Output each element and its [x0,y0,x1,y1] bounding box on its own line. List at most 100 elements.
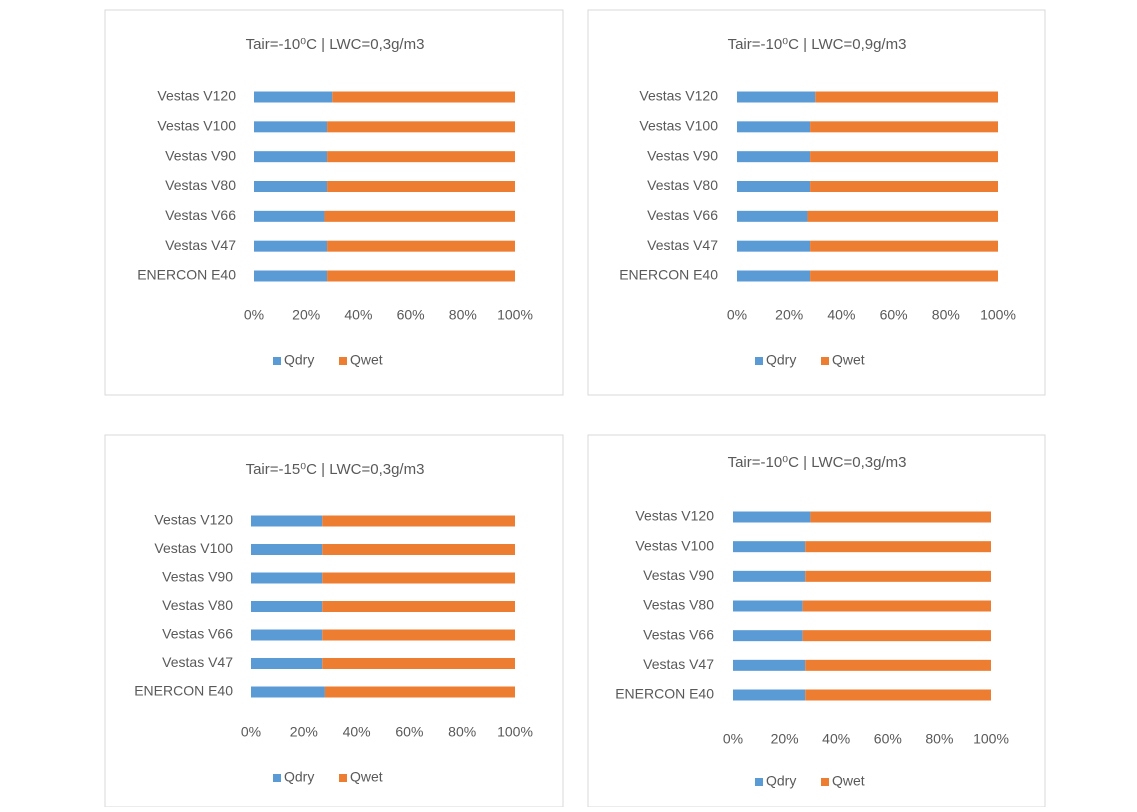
y-tick-label: Vestas V100 [157,118,236,134]
bar-segment [737,91,816,103]
y-tick-label: Vestas V80 [643,597,714,613]
x-tick-label: 20% [292,307,320,323]
y-tick-label: Vestas V47 [643,656,714,672]
y-tick-label: Vestas V80 [162,597,233,613]
bar-segment [733,600,803,612]
bar-segment [805,570,991,582]
y-tick-label: Vestas V90 [165,147,236,163]
bar-segment [251,658,323,669]
x-tick-label: 100% [497,307,533,323]
bar-segment [810,151,998,163]
x-tick-label: 40% [343,724,371,740]
x-tick-label: 80% [449,307,477,323]
bar-segment [815,91,998,103]
bar-segment [737,181,811,192]
y-tick-label: ENERCON E40 [134,683,233,699]
chart-title: Tair=-10⁰C | LWC=0,9g/m3 [728,36,907,53]
bar-segment [322,515,515,527]
x-tick-label: 80% [925,731,953,747]
y-tick-label: Vestas V120 [157,88,236,104]
bar-segment [810,270,998,282]
y-tick-label: ENERCON E40 [137,267,236,283]
legend-swatch [755,357,763,365]
legend-label: Qwet [832,773,865,789]
bar-segment [251,515,323,527]
panel [104,434,564,808]
bar-segment [322,601,515,612]
bar-segment [810,511,991,523]
x-tick-label: 40% [344,307,372,323]
x-tick-label: 0% [723,731,743,747]
legend-label: Qdry [284,352,314,368]
y-tick-label: Vestas V80 [165,177,236,193]
x-tick-label: 0% [727,307,747,323]
bar-segment [254,181,328,192]
bar-segment [322,544,515,555]
bar-segment [802,600,991,612]
x-tick-label: 0% [244,307,264,323]
bar-segment [254,121,328,133]
y-tick-label: Vestas V90 [647,147,718,163]
legend-label: Qwet [350,769,383,785]
bar-segment [322,572,515,584]
legend-swatch [273,357,281,365]
bar-segment [733,630,803,642]
panel [104,9,564,396]
x-tick-label: 60% [874,731,902,747]
legend-swatch [273,774,281,782]
y-tick-label: Vestas V66 [165,207,236,223]
bar-segment [251,629,323,641]
panel [587,9,1046,396]
bar-segment [251,544,323,555]
y-tick-label: Vestas V66 [162,626,233,642]
x-tick-label: 100% [980,307,1016,323]
x-tick-label: 0% [241,724,261,740]
bar-segment [251,686,325,698]
legend-swatch [339,357,347,365]
bar-segment [254,210,325,222]
y-tick-label: Vestas V66 [647,207,718,223]
chart-title: Tair=-10⁰C | LWC=0,3g/m3 [728,454,907,471]
bar-segment [737,121,811,133]
y-tick-label: Vestas V100 [639,118,718,134]
y-tick-label: Vestas V90 [643,567,714,583]
y-tick-label: Vestas V80 [647,177,718,193]
chart-title: Tair=-10⁰C | LWC=0,3g/m3 [246,36,425,53]
y-tick-label: Vestas V47 [165,237,236,253]
y-tick-label: Vestas V120 [154,512,233,528]
bar-segment [254,270,328,282]
bar-segment [810,121,998,133]
legend-label: Qdry [766,773,796,789]
y-tick-label: Vestas V120 [635,508,714,524]
legend-swatch [821,357,829,365]
y-tick-label: Vestas V47 [162,654,233,670]
bar-segment [324,210,515,222]
x-tick-label: 80% [448,724,476,740]
bar-segment [733,689,806,701]
bar-segment [254,240,328,252]
y-tick-label: Vestas V90 [162,569,233,585]
legend-label: Qwet [350,352,383,368]
bar-segment [810,181,998,192]
bar-segment [733,541,806,553]
bar-segment [805,659,991,671]
bar-segment [324,686,515,698]
bar-segment [737,270,811,282]
x-tick-label: 60% [880,307,908,323]
bar-segment [327,270,515,282]
y-tick-label: Vestas V100 [635,537,714,553]
y-tick-label: Vestas V120 [639,88,718,104]
bar-segment [254,151,328,163]
bar-segment [805,689,991,701]
bar-segment [805,541,991,553]
bar-segment [810,240,998,252]
legend-label: Qdry [766,352,796,368]
bar-segment [327,121,515,133]
bar-segment [733,659,806,671]
panel [587,434,1046,808]
bar-segment [322,658,515,669]
bar-segment [254,91,333,103]
bar-segment [251,572,323,584]
bar-segment [322,629,515,641]
y-tick-label: ENERCON E40 [619,267,718,283]
